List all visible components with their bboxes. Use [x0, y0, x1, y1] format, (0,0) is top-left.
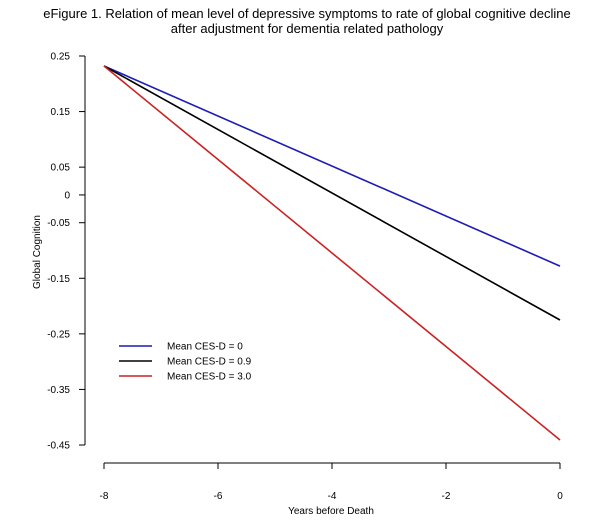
x-axis-label: Years before Death — [288, 506, 374, 517]
y-tick-label: -0.25 — [47, 329, 70, 340]
y-axis-label: Global Cognition — [32, 215, 43, 289]
y-tick-label: -0.35 — [47, 385, 70, 396]
chart-title: eFigure 1. Relation of mean level of dep… — [0, 6, 614, 36]
x-tick-label: -8 — [100, 491, 109, 502]
legend-label: Mean CES-D = 0.9 — [167, 357, 252, 368]
y-tick-label: 0.15 — [51, 107, 71, 118]
y-tick-label: 0 — [64, 190, 70, 201]
y-tick-label: -0.05 — [47, 218, 70, 229]
x-tick-label: -6 — [214, 491, 223, 502]
legend-label: Mean CES-D = 3.0 — [167, 372, 252, 383]
series-line-2 — [103, 65, 561, 321]
x-tick-label: -2 — [442, 491, 451, 502]
legend-label: Mean CES-D = 0 — [167, 342, 243, 353]
x-axis: -8 -6 -4 -2 0 — [100, 462, 563, 502]
chart-title-line-2: after adjustment for dementia related pa… — [170, 21, 444, 36]
legend: Mean CES-D = 0 Mean CES-D = 0.9 Mean CES-D… — [119, 342, 252, 383]
x-tick-label: 0 — [557, 491, 563, 502]
y-tick-label: -0.45 — [47, 441, 70, 452]
series-lines — [103, 65, 561, 441]
chart-title-line-1: eFigure 1. Relation of mean level of dep… — [43, 6, 571, 21]
series-line-3 — [103, 65, 561, 441]
x-tick-label: -4 — [328, 491, 337, 502]
y-axis: 0.25 0.15 0.05 0 -0.05 -0.15 -0.25 -0.35 -0.45 — [47, 52, 86, 452]
y-tick-label: -0.15 — [47, 274, 70, 285]
y-tick-label: 0.25 — [51, 52, 71, 63]
y-tick-label: 0.05 — [51, 163, 71, 174]
series-line-1 — [103, 65, 561, 267]
